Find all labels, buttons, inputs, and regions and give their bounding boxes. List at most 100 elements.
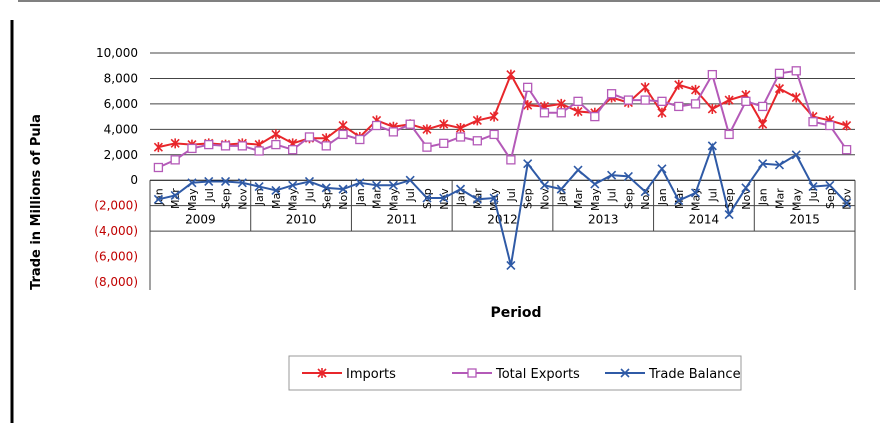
data-point [825,120,835,131]
year-label: 2009 [185,212,216,226]
data-point [674,196,684,206]
data-point [657,164,667,174]
x-tick-label: Sep [320,188,333,209]
x-tick-label: May [186,188,199,211]
data-point [657,96,667,106]
data-point [707,69,717,80]
data-point [220,141,231,151]
data-point [271,185,281,195]
data-point [321,141,331,151]
data-point [607,170,617,180]
data-point [455,132,466,142]
data-point [237,178,247,188]
y-tick-label: (8,000) [94,275,138,289]
data-point [271,129,281,140]
data-point [388,127,399,137]
data-point [707,141,717,151]
data-point [808,182,818,192]
x-tick-label: Jul [404,188,417,202]
data-point [842,120,852,131]
data-point [254,146,264,156]
data-point [472,136,482,146]
y-tick-label: 8,000 [104,71,138,85]
data-point [523,159,533,169]
x-tick-label: Jul [706,188,719,202]
data-point [472,194,482,204]
year-label: 2010 [286,212,317,226]
data-point [254,182,264,192]
x-tick-label: Sep [220,188,233,209]
data-point [355,178,365,188]
x-tick-label: Mar [572,188,585,209]
data-point [690,188,701,198]
y-tick-label: (6,000) [94,250,138,264]
series-line [158,142,848,266]
data-point [623,95,634,105]
data-point [405,119,415,129]
x-tick-label: Nov [538,188,551,210]
data-point [489,111,499,122]
data-point [338,184,348,194]
x-tick-label: Nov [639,188,652,210]
data-point [674,101,684,112]
data-point [237,141,247,151]
year-label: 2012 [487,212,518,226]
x-tick-label: Sep [824,188,837,209]
data-point [422,193,432,203]
data-point [153,162,164,173]
data-point [774,68,785,79]
data-point [422,142,432,152]
y-tick-label: 6,000 [104,97,138,111]
data-point [606,89,617,99]
x-tick-label: Sep [622,188,635,209]
data-point [556,98,566,109]
legend-box [288,355,742,391]
x-tick-label: Jul [606,188,619,202]
data-point [321,183,331,193]
data-point [271,139,281,150]
x-tick-label: Mar [371,188,384,209]
data-point [439,119,449,130]
data-point [640,187,650,197]
data-point [640,82,650,93]
data-point [187,143,197,154]
data-point [355,134,365,145]
data-point [791,150,801,160]
y-tick-label: (2,000) [94,199,138,213]
x-tick-label: Nov [337,188,350,210]
data-point [170,190,180,201]
data-point [758,119,768,130]
data-point [170,155,180,165]
data-point [774,83,785,94]
x-tick-label: Jul [505,188,518,202]
data-point [338,120,348,131]
data-point [640,95,650,105]
data-point [153,142,163,153]
legend-label: Imports [346,367,396,382]
series-trade-balance [153,141,852,271]
year-label: 2015 [789,212,820,226]
data-point [758,101,768,112]
data-point [724,129,734,140]
data-point [657,107,667,118]
data-point [623,171,633,181]
data-point [405,175,415,185]
x-tick-label: May [790,188,803,211]
data-point [690,84,701,95]
data-point [304,132,315,142]
x-axis-title: Period [490,305,541,321]
y-axis-title: Trade in Millions of Pula [29,114,44,290]
x-tick-label: Jul [303,188,316,202]
data-point [288,180,298,190]
data-point [506,69,516,80]
data-point [539,108,550,118]
data-point [506,155,516,165]
series-total-exports [153,66,852,173]
data-point [489,129,499,140]
x-tick-label: Nov [236,188,249,210]
data-point [489,193,499,203]
data-point [573,165,583,175]
x-tick-label: May [387,188,400,211]
data-point [506,260,516,271]
data-point [690,99,701,109]
